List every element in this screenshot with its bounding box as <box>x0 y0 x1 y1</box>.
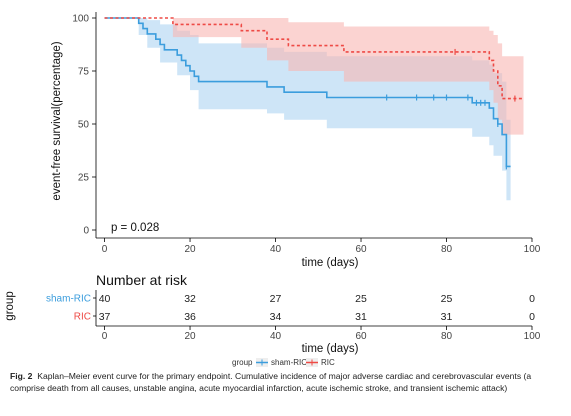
risk-row-label-ric: RIC <box>74 312 91 323</box>
risk-row-label-sham-ric: sham-RIC <box>46 294 91 305</box>
legend: group sham-RIC RIC <box>232 358 335 367</box>
risk-count: 37 <box>99 311 111 323</box>
risk-count: 0 <box>529 311 535 323</box>
risk-count: 31 <box>441 311 453 323</box>
risk-count: 36 <box>184 311 196 323</box>
x-axis-title: time (days) <box>302 257 359 269</box>
y-tick-label: 75 <box>78 67 90 78</box>
risk-x-tick-label: 0 <box>102 331 108 342</box>
risk-count: 27 <box>270 293 282 305</box>
risk-table: Number at risk sham-RIC 40 32 27 25 25 0 RIC 37 36… <box>4 272 541 355</box>
x-tick-label: 100 <box>524 244 541 255</box>
y-tick-label: 50 <box>78 120 90 131</box>
survival-line-sham-ric <box>104 17 511 168</box>
risk-count: 34 <box>270 311 282 323</box>
risk-table-title: Number at risk <box>96 272 188 288</box>
risk-count: 0 <box>529 293 535 305</box>
risk-count: 31 <box>355 311 367 323</box>
risk-x-tick-label: 100 <box>524 331 541 342</box>
risk-count: 25 <box>355 293 367 305</box>
x-tick-label: 40 <box>270 244 282 255</box>
x-tick-label: 0 <box>102 244 108 255</box>
survival-line-ric <box>104 17 524 100</box>
x-tick-label: 20 <box>184 244 196 255</box>
caption-text: Kaplan–Meier event curve for the primary… <box>10 371 532 393</box>
caption-label: Fig. 2 <box>10 371 33 381</box>
risk-group-axis-title: group <box>4 291 16 320</box>
legend-label-ric: RIC <box>321 358 335 367</box>
figure-caption: Fig. 2 Kaplan–Meier event curve for the … <box>10 370 565 394</box>
x-tick-label: 60 <box>355 244 367 255</box>
y-tick-label: 25 <box>78 173 90 184</box>
risk-x-tick-label: 80 <box>441 331 453 342</box>
p-value-annotation: p = 0.028 <box>111 222 159 234</box>
ci-band-ric <box>104 18 524 135</box>
legend-title: group <box>232 358 253 367</box>
risk-x-tick-label: 40 <box>270 331 282 342</box>
y-tick-label: 100 <box>72 14 89 25</box>
x-tick-label: 80 <box>441 244 453 255</box>
survival-plot: 0 25 50 75 100 0 20 40 60 80 100 time (days) event-f… <box>51 12 541 269</box>
y-tick-label: 0 <box>83 226 89 237</box>
risk-x-axis-title: time (days) <box>302 343 359 355</box>
y-axis-title: event-free survival(percentage) <box>51 41 63 200</box>
risk-count: 32 <box>184 293 196 305</box>
legend-label-sham-ric: sham-RIC <box>271 358 307 367</box>
risk-count: 25 <box>441 293 453 305</box>
risk-x-tick-label: 20 <box>184 331 196 342</box>
risk-x-tick-label: 60 <box>355 331 367 342</box>
risk-count: 40 <box>99 293 111 305</box>
